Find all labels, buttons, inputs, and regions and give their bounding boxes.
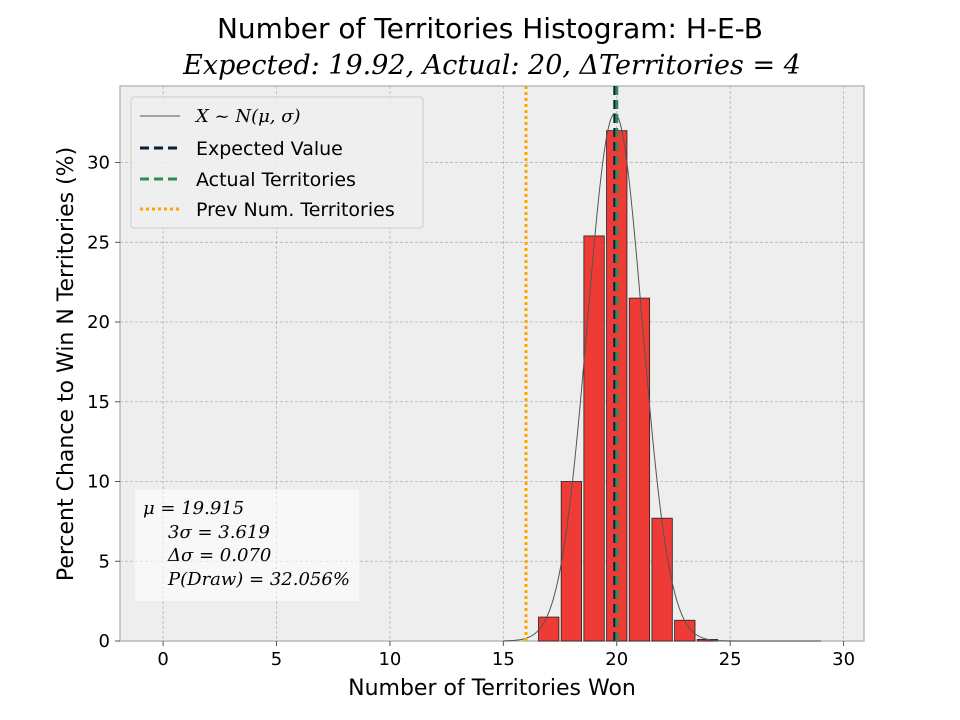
stats-box-background [135, 490, 359, 601]
x-tick-label: 0 [157, 649, 168, 670]
y-tick-label: 15 [87, 392, 110, 413]
histogram-bar [583, 235, 605, 642]
y-tick-label: 30 [87, 153, 110, 174]
stats-box: μ = 19.915 3σ = 3.619 Δσ = 0.070 P(Draw)… [135, 490, 359, 601]
legend-label-expected: Expected Value [196, 138, 343, 160]
x-tick-label: 30 [832, 649, 855, 670]
x-tick-label: 10 [378, 649, 401, 670]
y-tick-label: 5 [99, 551, 110, 572]
legend-box [130, 96, 424, 229]
stats-mu: μ = 19.915 [143, 498, 244, 519]
x-tick-label: 15 [492, 649, 515, 670]
x-tick-label: 5 [271, 649, 282, 670]
y-tick-label: 20 [87, 312, 110, 333]
stats-p-draw: P(Draw) = 32.056% [167, 569, 350, 590]
histogram-bar [560, 481, 582, 642]
chart-subtitle: Expected: 19.92, Actual: 20, ΔTerritorie… [182, 50, 801, 81]
x-tick-label: 20 [605, 649, 628, 670]
y-tick-label: 10 [87, 472, 110, 493]
x-axis-label: Number of Territories Won [348, 676, 636, 701]
histogram-bar [538, 616, 560, 642]
y-tick-label: 0 [99, 631, 110, 652]
stats-delta-sigma: Δσ = 0.070 [167, 545, 271, 566]
x-axis-ticks: 0 5 10 15 20 25 30 [157, 641, 855, 670]
histogram-bar [651, 517, 673, 642]
legend: X ~ N(μ, σ) Expected Value Actual Territ… [130, 96, 424, 229]
legend-label-curve: X ~ N(μ, σ) [194, 106, 301, 127]
stats-3sigma: 3σ = 3.619 [168, 522, 270, 543]
chart-title: Number of Territories Histogram: H-E-B [217, 12, 763, 45]
y-tick-label: 25 [87, 232, 110, 253]
normal-curve [503, 113, 821, 642]
y-axis-ticks: 0 5 10 15 20 25 30 [87, 153, 120, 652]
y-axis-label: Percent Chance to Win N Territories (%) [54, 147, 79, 581]
legend-label-actual: Actual Territories [196, 169, 356, 191]
legend-label-prev: Prev Num. Territories [196, 199, 395, 221]
x-tick-label: 25 [719, 649, 742, 670]
histogram-bar [628, 297, 651, 642]
